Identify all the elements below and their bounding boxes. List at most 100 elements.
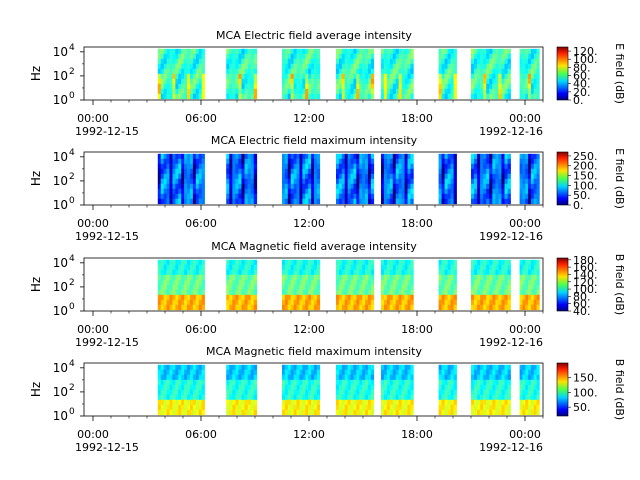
spectrogram-cell bbox=[226, 78, 230, 85]
spectrogram-cell bbox=[305, 394, 309, 401]
spectrogram-cell bbox=[226, 269, 230, 276]
spectrogram-cell bbox=[450, 153, 454, 160]
spectrogram-cell bbox=[284, 279, 289, 286]
spectrogram-cell bbox=[198, 73, 202, 80]
spectrogram-cell bbox=[296, 384, 300, 391]
spectrogram-cell bbox=[250, 294, 255, 301]
spectrogram-cell bbox=[398, 163, 402, 170]
spectrogram-cell bbox=[477, 163, 481, 170]
spectrogram-cell bbox=[316, 83, 321, 90]
spectrogram-cell bbox=[533, 63, 537, 70]
y-tick-label: 10 bbox=[53, 198, 68, 212]
spectrogram-cell bbox=[530, 193, 535, 200]
spectrogram-cell bbox=[386, 198, 391, 205]
spectrogram-cell bbox=[359, 58, 363, 65]
spectrogram-cell bbox=[501, 163, 505, 170]
spectrogram-cell bbox=[447, 274, 451, 281]
spectrogram-cell bbox=[450, 399, 454, 406]
spectrogram-cell bbox=[172, 173, 176, 180]
spectrogram-cell bbox=[232, 374, 236, 381]
spectrogram-cell bbox=[350, 178, 354, 185]
spectrogram-cell bbox=[226, 384, 230, 391]
spectrogram-cell bbox=[362, 264, 366, 271]
spectrogram-cell bbox=[302, 183, 306, 190]
spectrogram-cell bbox=[477, 198, 481, 205]
spectrogram-cell bbox=[492, 369, 496, 376]
spectrogram-cell bbox=[195, 289, 200, 296]
spectrogram-cell bbox=[313, 389, 318, 396]
spectrogram-cell bbox=[438, 183, 442, 190]
spectrogram-cell bbox=[498, 404, 502, 411]
spectrogram-cell bbox=[359, 364, 363, 371]
spectrogram-cell bbox=[287, 299, 292, 306]
spectrogram-cell bbox=[169, 404, 173, 411]
spectrogram-cell bbox=[447, 188, 451, 195]
spectrogram-cell bbox=[172, 294, 176, 301]
spectrogram-cell bbox=[444, 158, 448, 165]
spectrogram-cell bbox=[336, 284, 340, 291]
spectrogram-cell bbox=[184, 88, 188, 95]
spectrogram-cell bbox=[444, 279, 448, 286]
spectrogram-cell bbox=[474, 88, 478, 95]
spectrogram-cell bbox=[356, 284, 360, 291]
spectrogram-cell bbox=[235, 279, 239, 286]
spectrogram-cell bbox=[398, 364, 402, 371]
spectrogram-cell bbox=[178, 269, 182, 276]
spectrogram-cell bbox=[477, 53, 481, 60]
spectrogram-cell bbox=[392, 58, 397, 65]
spectrogram-cell bbox=[441, 83, 445, 90]
spectrogram-cell bbox=[338, 53, 343, 60]
spectrogram-cell bbox=[474, 198, 478, 205]
spectrogram-cell bbox=[447, 299, 451, 306]
spectrogram-cell bbox=[160, 58, 164, 65]
spectrogram-cell bbox=[308, 399, 312, 406]
spectrogram-cell bbox=[401, 259, 405, 266]
spectrogram-cell bbox=[398, 299, 402, 306]
spectrogram-cell bbox=[299, 294, 303, 301]
spectrogram-cell bbox=[444, 58, 448, 65]
spectrogram-cell bbox=[166, 178, 170, 185]
spectrogram-cell bbox=[447, 53, 451, 60]
spectrogram-cell bbox=[226, 369, 230, 376]
spectrogram-cell bbox=[247, 269, 251, 276]
spectrogram-cell bbox=[480, 193, 484, 200]
spectrogram-cell bbox=[344, 384, 348, 391]
spectrogram-cell bbox=[477, 299, 481, 306]
spectrogram-cell bbox=[528, 58, 532, 65]
spectrogram-cell bbox=[305, 274, 309, 281]
spectrogram-cell bbox=[370, 58, 375, 65]
spectrogram-cell bbox=[287, 178, 292, 185]
spectrogram-cell bbox=[163, 53, 167, 60]
spectrogram-cell bbox=[187, 83, 191, 90]
spectrogram-cell bbox=[489, 269, 493, 276]
spectrogram-cell bbox=[341, 153, 346, 160]
spectrogram-cell bbox=[370, 404, 375, 411]
spectrogram-cell bbox=[410, 73, 414, 80]
spectrogram-cell bbox=[474, 193, 478, 200]
spectrogram-cell bbox=[533, 78, 537, 85]
spectrogram-cell bbox=[386, 78, 391, 85]
spectrogram-cell bbox=[504, 259, 508, 266]
spectrogram-cell bbox=[444, 399, 448, 406]
spectrogram-cell bbox=[282, 294, 286, 301]
spectrogram-cell bbox=[244, 294, 248, 301]
spectrogram-cell bbox=[362, 299, 366, 306]
spectrogram-cell bbox=[356, 304, 360, 311]
spectrogram-cell bbox=[344, 394, 348, 401]
spectrogram-cell bbox=[492, 153, 496, 160]
spectrogram-cell bbox=[296, 78, 300, 85]
spectrogram-cell bbox=[383, 178, 388, 185]
spectrogram-cell bbox=[308, 158, 312, 165]
data-segment bbox=[381, 364, 414, 416]
data-segment bbox=[438, 48, 457, 100]
y-axis-label: Hz bbox=[29, 66, 43, 81]
spectrogram-cell bbox=[344, 389, 348, 396]
spectrogram-cell bbox=[530, 178, 535, 185]
spectrogram-cell bbox=[474, 53, 478, 60]
spectrogram-cell bbox=[359, 404, 363, 411]
spectrogram-cell bbox=[189, 163, 194, 170]
spectrogram-cell bbox=[362, 78, 366, 85]
spectrogram-cell bbox=[163, 369, 167, 376]
spectrogram-cell bbox=[389, 78, 394, 85]
spectrogram-cell bbox=[486, 93, 490, 100]
